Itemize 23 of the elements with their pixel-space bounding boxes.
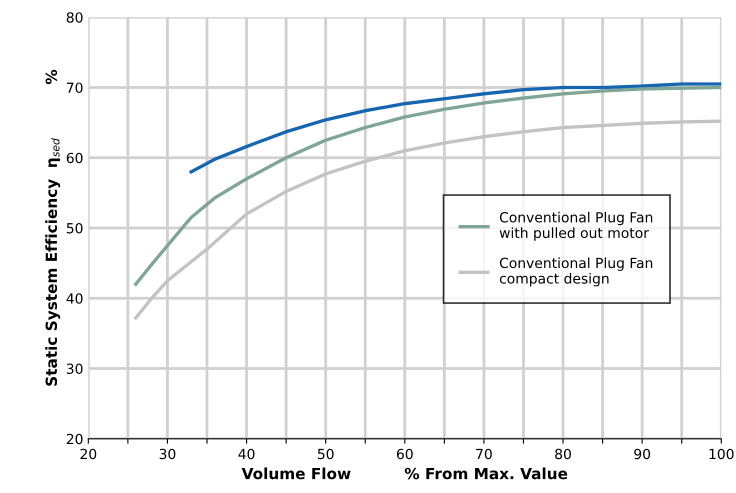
y-tick-label: 40 (66, 293, 83, 304)
line-series (134, 86, 722, 286)
legend-label: Conventional Plug Fan compact design (500, 257, 652, 286)
y-tick-label: 30 (66, 363, 83, 374)
y-tick-label: 50 (66, 222, 83, 234)
x-tick-label: 40 (238, 448, 254, 460)
y-tick-label: 60 (66, 152, 83, 164)
x-tick-label: 20 (80, 448, 96, 460)
x-tick-label: 60 (396, 448, 413, 460)
x-tick-label: 100 (710, 448, 734, 460)
x-tick-label: 70 (476, 448, 492, 460)
x-tick-label: 80 (555, 448, 571, 460)
y-tick-label: 20 (66, 434, 83, 444)
y-tick-label: 70 (66, 82, 83, 93)
x-tick-label: 50 (318, 448, 334, 460)
text: Static System Efficiency η$_{sed}$ % (45, 70, 60, 386)
y-tick-label: 80 (66, 12, 83, 23)
x-tick-label: 30 (160, 448, 176, 460)
line-series (134, 120, 722, 320)
x-axis-title: Volume Flow % From Max. Value (242, 467, 568, 480)
x-tick-label: 90 (634, 448, 650, 460)
line-series (190, 82, 722, 174)
legend-label: Conventional Plug Fan with pulled out motor (500, 212, 652, 241)
